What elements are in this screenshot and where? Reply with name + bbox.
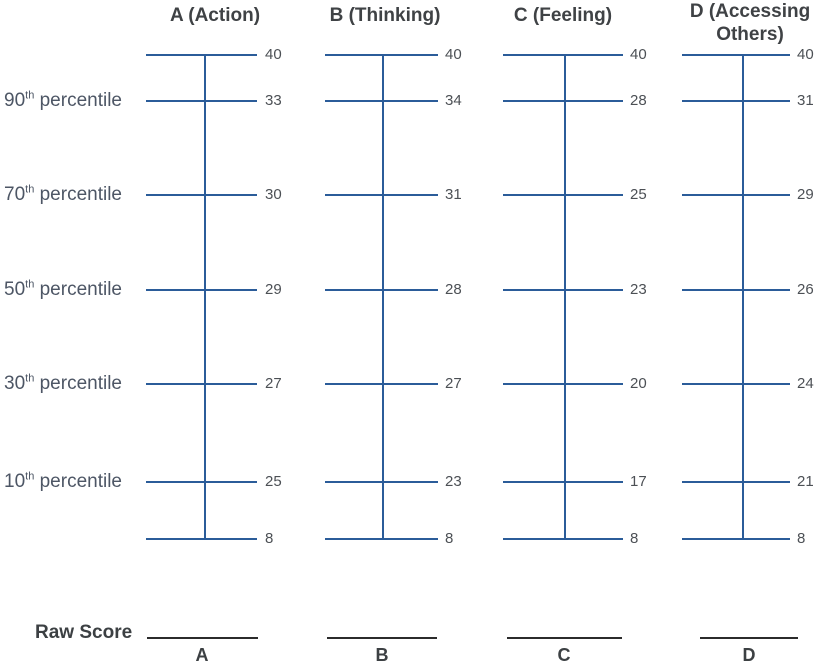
percentile-label-90: 90th percentile: [4, 89, 122, 113]
scale-axis-a: [204, 54, 206, 540]
tick-value: 40: [445, 46, 462, 63]
tick-mark: [146, 194, 257, 196]
raw-score-blank-label-b: B: [375, 645, 389, 665]
tick-mark: [325, 100, 438, 102]
tick-mark: [146, 289, 257, 291]
percentile-word: percentile: [39, 471, 122, 492]
tick-mark: [325, 194, 438, 196]
tick-mark: [325, 383, 438, 385]
percentile-label-50: 50th percentile: [4, 278, 122, 302]
tick-value: 25: [265, 473, 282, 490]
raw-score-label: Raw Score: [35, 622, 133, 643]
ordinal-suffix: th: [25, 183, 35, 196]
percentile-number: 50: [4, 279, 26, 300]
tick-mark: [503, 538, 623, 540]
raw-score-blank-c[interactable]: [507, 637, 622, 639]
tick-value: 8: [445, 530, 454, 547]
tick-value: 28: [630, 92, 647, 109]
tick-value: 20: [630, 375, 647, 392]
tick-mark: [682, 100, 790, 102]
tick-value: 8: [265, 530, 274, 547]
percentile-number: 90: [4, 90, 26, 111]
tick-mark: [682, 481, 790, 483]
tick-mark: [682, 538, 790, 540]
tick-value: 34: [445, 92, 462, 109]
percentile-word: percentile: [39, 373, 122, 394]
ordinal-suffix: th: [25, 470, 35, 483]
tick-mark: [503, 383, 623, 385]
percentile-number: 30: [4, 373, 26, 394]
tick-mark: [146, 383, 257, 385]
percentile-number: 10: [4, 471, 26, 492]
percentile-label-70: 70th percentile: [4, 183, 122, 207]
ordinal-suffix: th: [25, 278, 35, 291]
tick-value: 17: [630, 473, 647, 490]
tick-value: 31: [797, 92, 814, 109]
column-header-c: C (Feeling): [513, 5, 613, 26]
ordinal-suffix: th: [25, 372, 35, 385]
scale-axis-d: [742, 54, 744, 540]
tick-value: 26: [797, 281, 814, 298]
tick-value: 33: [265, 92, 282, 109]
tick-value: 29: [797, 186, 814, 203]
ordinal-suffix: th: [25, 89, 35, 102]
tick-value: 40: [265, 46, 282, 63]
tick-mark: [325, 289, 438, 291]
percentile-label-10: 10th percentile: [4, 470, 122, 494]
tick-value: 40: [630, 46, 647, 63]
tick-mark: [503, 289, 623, 291]
tick-mark: [503, 100, 623, 102]
tick-value: 28: [445, 281, 462, 298]
tick-value: 23: [445, 473, 462, 490]
tick-value: 27: [445, 375, 462, 392]
tick-mark: [682, 289, 790, 291]
percentile-word: percentile: [39, 279, 122, 300]
tick-mark: [146, 538, 257, 540]
raw-score-blank-b[interactable]: [327, 637, 437, 639]
tick-mark: [146, 54, 257, 56]
tick-mark: [146, 481, 257, 483]
tick-value: 8: [797, 530, 806, 547]
tick-mark: [325, 54, 438, 56]
raw-score-blank-label-d: D: [742, 645, 756, 665]
tick-value: 40: [797, 46, 814, 63]
tick-value: 24: [797, 375, 814, 392]
tick-value: 8: [630, 530, 639, 547]
tick-value: 31: [445, 186, 462, 203]
tick-mark: [503, 54, 623, 56]
tick-value: 27: [265, 375, 282, 392]
column-header-b: B (Thinking): [329, 5, 441, 26]
column-header-a: A (Action): [169, 5, 261, 26]
tick-mark: [325, 481, 438, 483]
percentile-word: percentile: [39, 90, 122, 111]
percentile-label-30: 30th percentile: [4, 372, 122, 396]
percentile-number: 70: [4, 184, 26, 205]
tick-mark: [503, 194, 623, 196]
tick-value: 21: [797, 473, 814, 490]
raw-score-blank-d[interactable]: [700, 637, 798, 639]
tick-value: 29: [265, 281, 282, 298]
column-header-d: D (Accessing Others): [689, 1, 811, 45]
tick-mark: [325, 538, 438, 540]
percentile-word: percentile: [39, 184, 122, 205]
tick-mark: [503, 481, 623, 483]
raw-score-blank-label-c: C: [557, 645, 571, 665]
tick-value: 30: [265, 186, 282, 203]
tick-value: 25: [630, 186, 647, 203]
tick-mark: [682, 54, 790, 56]
raw-score-blank-a[interactable]: [147, 637, 258, 639]
tick-mark: [682, 194, 790, 196]
raw-score-blank-label-a: A: [195, 645, 209, 665]
tick-mark: [146, 100, 257, 102]
tick-value: 23: [630, 281, 647, 298]
tick-mark: [682, 383, 790, 385]
scale-axis-c: [564, 54, 566, 540]
scale-axis-b: [382, 54, 384, 540]
